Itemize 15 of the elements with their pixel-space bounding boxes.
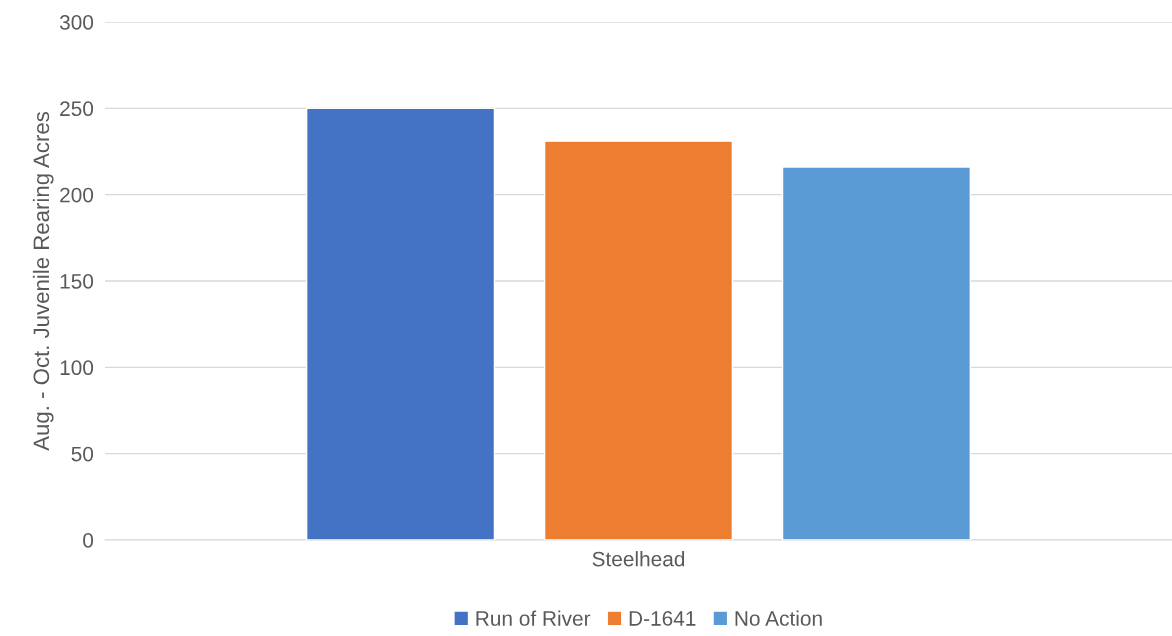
- x-tick-label: Steelhead: [592, 551, 685, 567]
- legend-label: Run of River: [476, 610, 591, 626]
- y-tick-label: 0: [83, 533, 94, 548]
- y-tick-label: 300: [59, 15, 94, 30]
- y-axis-title: Aug. - Oct. Juvenile Rearing Acres: [32, 111, 54, 451]
- y-tick-label: 250: [60, 101, 94, 117]
- bar: [543, 140, 734, 540]
- legend-label: No Action: [735, 610, 822, 626]
- y-tick-label: 50: [71, 446, 94, 462]
- bar: [305, 107, 496, 540]
- y-tick-label: 150: [60, 274, 94, 289]
- bar: [781, 166, 972, 540]
- y-tick-label: 100: [60, 360, 94, 376]
- legend-label: D-1641: [629, 611, 696, 626]
- y-tick-label: 200: [60, 187, 94, 203]
